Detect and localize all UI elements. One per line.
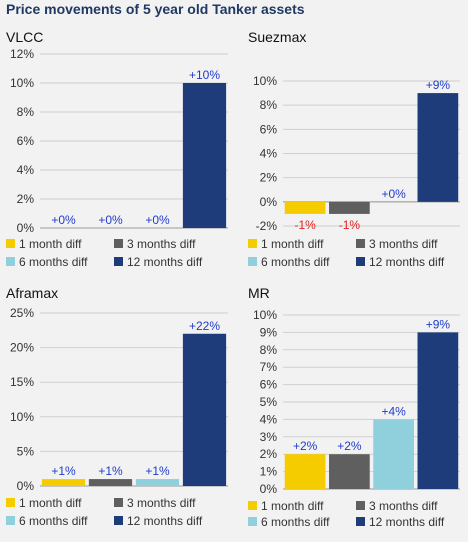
data-label: -1% (339, 218, 361, 232)
legend-label: 1 month diff (19, 496, 82, 510)
y-tick-label: 6% (260, 378, 278, 392)
legend-swatch (248, 501, 257, 510)
legend-swatch (356, 501, 365, 510)
legend-swatch (248, 257, 257, 266)
y-tick-label: 15% (10, 375, 34, 389)
legend-label: 1 month diff (261, 499, 324, 513)
y-tick-label: 12% (10, 47, 34, 61)
legend-label: 6 months diff (19, 255, 88, 269)
y-tick-label: 8% (260, 343, 278, 357)
legend-label: 3 months diff (127, 237, 196, 251)
bar (284, 454, 326, 489)
bar (373, 419, 414, 489)
data-label: +0% (51, 213, 76, 227)
y-tick-label: 8% (17, 105, 35, 119)
y-tick-label: 10% (253, 308, 277, 322)
bar (329, 454, 370, 489)
legend-swatch (6, 498, 15, 507)
data-label: +9% (426, 78, 451, 92)
y-tick-label: 5% (17, 444, 35, 458)
legend-label: 3 months diff (369, 237, 438, 251)
legend-swatch (356, 257, 365, 266)
y-tick-label: 2% (260, 171, 278, 185)
legend-label: 3 months diff (369, 499, 438, 513)
legend-swatch (114, 257, 123, 266)
data-label: +0% (145, 213, 170, 227)
legend-label: 12 months diff (127, 255, 203, 269)
y-tick-label: 4% (17, 163, 35, 177)
bar (135, 479, 180, 486)
y-tick-label: 5% (260, 395, 278, 409)
data-label: +0% (98, 213, 123, 227)
data-label: +1% (145, 464, 170, 478)
y-tick-label: 9% (260, 325, 278, 339)
legend-swatch (114, 239, 123, 248)
bar (417, 332, 459, 489)
legend-swatch (114, 516, 123, 525)
y-tick-label: 2% (260, 447, 278, 461)
legend-label: 1 month diff (261, 237, 324, 251)
chart-title: Aframax (6, 285, 58, 301)
y-tick-label: 0% (260, 195, 278, 209)
data-label: +10% (189, 68, 220, 82)
y-tick-label: 25% (10, 306, 34, 320)
y-tick-label: 6% (17, 134, 35, 148)
legend-label: 1 month diff (19, 237, 82, 251)
legend-swatch (6, 239, 15, 248)
page-title: Price movements of 5 year old Tanker ass… (6, 1, 305, 17)
y-tick-label: 0% (17, 221, 35, 235)
data-label: -1% (294, 218, 316, 232)
data-label: +4% (381, 404, 406, 418)
bar (41, 479, 86, 486)
y-tick-label: 10% (10, 410, 34, 424)
bar (88, 479, 133, 486)
y-tick-label: 2% (17, 192, 35, 206)
y-tick-label: 8% (260, 98, 278, 112)
data-label: +22% (189, 319, 220, 333)
y-tick-label: 6% (260, 122, 278, 136)
legend-swatch (6, 516, 15, 525)
bar (284, 201, 326, 214)
legend-swatch (248, 239, 257, 248)
y-tick-label: 0% (17, 479, 35, 493)
legend-swatch (114, 498, 123, 507)
bar (182, 83, 227, 228)
y-tick-label: 10% (10, 76, 34, 90)
legend-swatch (248, 517, 257, 526)
legend-label: 12 months diff (127, 514, 203, 528)
legend-label: 12 months diff (369, 255, 445, 269)
y-tick-label: 3% (260, 430, 278, 444)
y-tick-label: 4% (260, 147, 278, 161)
chart-title: MR (248, 285, 270, 301)
chart-title: VLCC (6, 29, 43, 45)
chart-title: Suezmax (248, 29, 306, 45)
legend-swatch (6, 257, 15, 266)
legend-label: 12 months diff (369, 515, 445, 529)
y-tick-label: 20% (10, 341, 34, 355)
y-tick-label: 10% (253, 74, 277, 88)
y-tick-label: -2% (256, 219, 278, 233)
legend-label: 6 months diff (261, 515, 330, 529)
bar (329, 201, 370, 214)
y-tick-label: 4% (260, 412, 278, 426)
bar (417, 93, 459, 202)
y-tick-label: 7% (260, 360, 278, 374)
data-label: +1% (51, 464, 76, 478)
data-label: +2% (337, 439, 362, 453)
data-label: +1% (98, 464, 123, 478)
y-tick-label: 0% (260, 482, 278, 496)
data-label: +0% (381, 187, 406, 201)
legend-label: 3 months diff (127, 496, 196, 510)
bar (182, 333, 227, 486)
data-label: +9% (426, 317, 451, 331)
legend-label: 6 months diff (19, 514, 88, 528)
legend-label: 6 months diff (261, 255, 330, 269)
legend-swatch (356, 517, 365, 526)
data-label: +2% (293, 439, 318, 453)
legend-swatch (356, 239, 365, 248)
y-tick-label: 1% (260, 465, 278, 479)
